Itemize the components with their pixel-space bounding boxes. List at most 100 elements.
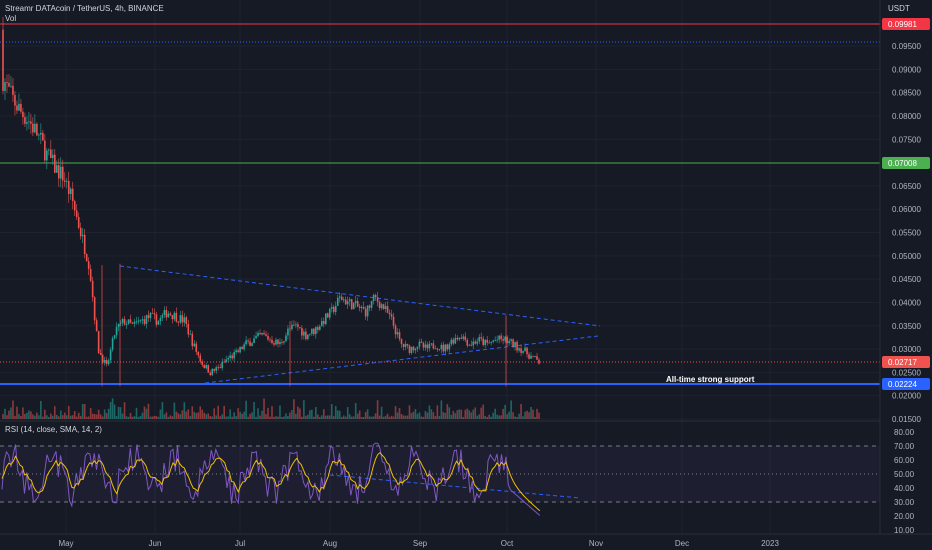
- volume-bar: [32, 414, 34, 419]
- candle-body: [101, 354, 104, 363]
- candle-body: [143, 319, 146, 324]
- volume-bar: [227, 416, 229, 419]
- candle-body: [50, 149, 52, 158]
- rsi-pane[interactable]: [0, 442, 880, 516]
- volume-bar: [418, 412, 421, 419]
- volume-bar: [81, 403, 84, 419]
- volume-bar: [488, 414, 490, 419]
- volume-bar: [328, 415, 331, 419]
- candle-body: [410, 346, 413, 354]
- candle-body: [30, 121, 32, 124]
- candle-body: [480, 337, 483, 339]
- candle-body: [374, 294, 377, 298]
- volume-bar: [522, 416, 524, 419]
- volume-bar: [55, 414, 58, 419]
- volume-bar: [157, 416, 160, 419]
- rsi-tick-label: 20.00: [894, 512, 915, 521]
- candle-body: [54, 154, 56, 173]
- time-axis[interactable]: May Jun Jul Aug Sep Oct Nov Dec 2023: [0, 533, 932, 548]
- candle-body: [36, 123, 38, 136]
- candle-body: [460, 337, 463, 339]
- candle-body: [85, 254, 88, 262]
- candle-body: [464, 336, 467, 341]
- candle-body: [69, 188, 72, 195]
- candle-body: [348, 299, 351, 302]
- volume-bar: [323, 409, 325, 419]
- volume-bar: [269, 416, 271, 419]
- candle-body: [141, 319, 144, 321]
- candle-body: [221, 361, 223, 369]
- volume-bar: [398, 408, 401, 419]
- volume-bar: [30, 411, 32, 419]
- candle-body: [157, 321, 160, 325]
- candle-body: [430, 343, 433, 345]
- candle-body: [504, 336, 506, 341]
- candle-body: [323, 321, 325, 325]
- volume-bar: [392, 416, 395, 419]
- volume-indicator-label[interactable]: Vol: [5, 14, 17, 23]
- volume-bar: [103, 409, 106, 419]
- candle-body: [26, 122, 28, 124]
- candle-body: [46, 150, 48, 161]
- candle-body: [462, 336, 465, 339]
- volume-bar: [404, 415, 407, 419]
- candle-body: [416, 346, 419, 349]
- candle-body: [103, 359, 106, 363]
- candle-body: [402, 344, 405, 348]
- candle-body: [510, 339, 512, 341]
- volume-bar: [462, 416, 465, 419]
- price-badge-label: 0.09981: [888, 20, 917, 29]
- candle-body: [366, 305, 369, 317]
- candle-body: [255, 336, 257, 339]
- candle-body: [52, 154, 54, 158]
- volume-bar: [528, 412, 530, 419]
- candle-body: [265, 334, 267, 336]
- candle-body: [313, 328, 315, 335]
- time-tick-label: Aug: [323, 539, 337, 548]
- volume-bar: [149, 416, 152, 419]
- candle-body: [2, 29, 4, 91]
- volume-bar: [354, 403, 357, 419]
- price-pane[interactable]: [0, 16, 880, 419]
- candle-body: [516, 341, 518, 351]
- candle-body: [129, 319, 132, 323]
- volume-bar: [470, 412, 473, 419]
- price-tick-label: 0.04500: [892, 275, 921, 284]
- volume-bar: [52, 415, 54, 419]
- price-axis[interactable]: 0.09500 0.09000 0.08500 0.08000 0.07500 0.065…: [879, 0, 932, 535]
- candle-body: [177, 321, 180, 323]
- candle-body: [40, 132, 42, 135]
- currency-label[interactable]: USDT: [888, 4, 910, 13]
- candle-body: [189, 333, 192, 335]
- candle-body: [307, 334, 309, 340]
- rsi-indicator-label[interactable]: RSI (14, close, SMA, 14, 2): [5, 425, 102, 434]
- volume-bar: [406, 415, 409, 419]
- volume-bar: [159, 409, 162, 419]
- symbol-title[interactable]: Streamr DATAcoin / TetherUS, 4h, BINANCE: [5, 4, 164, 13]
- volume-bar: [474, 407, 477, 419]
- volume-bar: [71, 415, 74, 419]
- volume-bar: [297, 406, 299, 419]
- grid-lines: [0, 0, 880, 534]
- volume-bar: [44, 409, 46, 419]
- volume-bar: [388, 416, 391, 419]
- support-annotation[interactable]: All-time strong support: [666, 375, 755, 384]
- rsi-tick-label: 10.00: [894, 526, 915, 535]
- volume-bar: [75, 416, 78, 419]
- candle-body: [83, 234, 86, 255]
- volume-bar: [442, 412, 445, 419]
- candle-body: [394, 325, 397, 335]
- volume-bar: [175, 411, 178, 419]
- rsi-tick-label: 60.00: [894, 456, 915, 465]
- volume-bar: [468, 410, 471, 419]
- candle-body: [203, 364, 206, 369]
- time-tick-label: Oct: [501, 539, 514, 548]
- candle-body: [107, 360, 110, 365]
- candle-body: [61, 166, 64, 181]
- candle-body: [239, 346, 241, 353]
- volume-bar: [267, 407, 269, 419]
- candle-body: [372, 294, 375, 302]
- volume-bar: [237, 408, 239, 419]
- volume-bar: [95, 414, 98, 419]
